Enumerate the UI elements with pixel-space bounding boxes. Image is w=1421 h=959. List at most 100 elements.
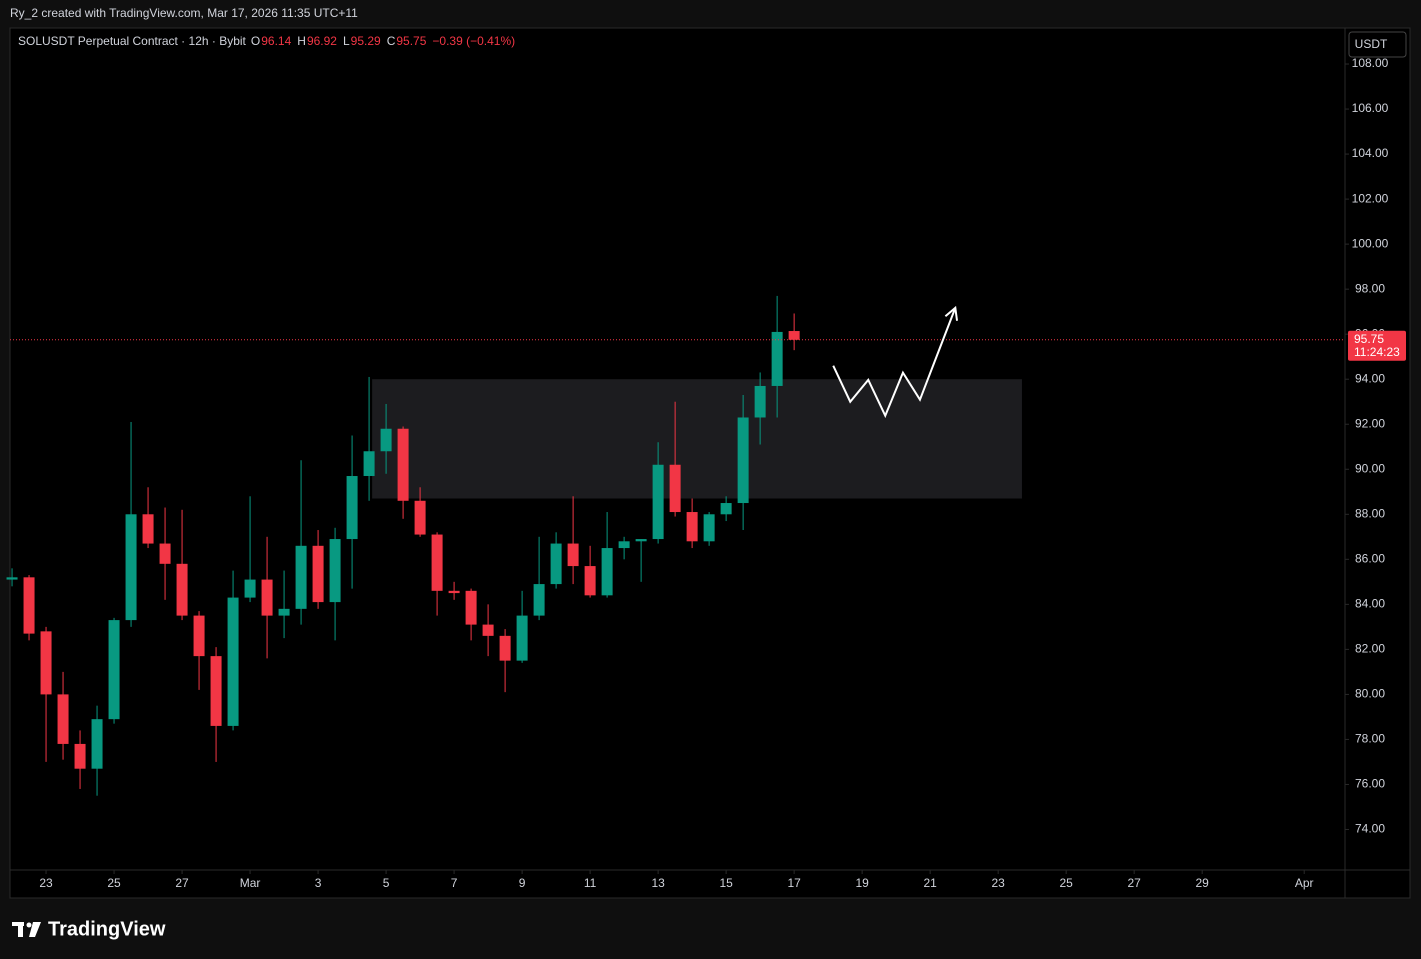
- candle-body: [635, 539, 647, 542]
- x-tick-label: Mar: [240, 876, 261, 890]
- logo: [12, 922, 41, 937]
- candle-body: [108, 620, 120, 720]
- x-tick-label: 17: [787, 876, 801, 890]
- candle-body: [431, 534, 443, 591]
- price-tag-countdown: 11:24:23: [1354, 345, 1400, 359]
- x-tick-label: 27: [1127, 876, 1141, 890]
- candle-body: [227, 597, 239, 726]
- legend-value: 95.29: [351, 34, 381, 48]
- brand: TradingView: [48, 918, 166, 940]
- candle-body: [193, 615, 205, 657]
- y-tick-label: 74.00: [1355, 822, 1385, 836]
- legend-value: 96.92: [307, 34, 337, 48]
- candle-body: [414, 500, 426, 535]
- candle-body: [244, 579, 256, 598]
- x-tick-label: 29: [1196, 876, 1210, 890]
- candle-body: [210, 656, 222, 726]
- logo-part: [29, 922, 41, 937]
- candle-body: [57, 694, 69, 744]
- candle-body: [125, 514, 137, 621]
- candle-body: [363, 451, 375, 477]
- y-tick-label: 80.00: [1355, 687, 1385, 701]
- header: Ry_2 created with TradingView.com, Mar 1…: [10, 6, 358, 20]
- legend-letter: O: [251, 34, 260, 48]
- logo-part: [18, 922, 23, 937]
- price-tag-value: 95.75: [1354, 332, 1384, 346]
- candle-body: [40, 631, 52, 695]
- candle-body: [23, 577, 35, 634]
- y-tick-label: 82.00: [1355, 642, 1385, 656]
- candle-body: [380, 428, 392, 452]
- candle-body: [584, 566, 596, 596]
- x-tick-label: 23: [39, 876, 53, 890]
- y-tick-label: 100.00: [1352, 236, 1389, 250]
- y-tick-label: 86.00: [1355, 551, 1385, 565]
- x-tick-label: Apr: [1295, 876, 1314, 890]
- candle-body: [601, 548, 613, 596]
- candle-body: [448, 590, 460, 594]
- candle-body: [295, 545, 307, 609]
- candle-body: [737, 417, 749, 504]
- y-tick-label: 88.00: [1355, 506, 1385, 520]
- candle-body: [465, 590, 477, 625]
- y-tick-label: 76.00: [1355, 777, 1385, 791]
- y-tick-label: 84.00: [1355, 597, 1385, 611]
- candle-body: [754, 385, 766, 418]
- candle-body: [159, 543, 171, 564]
- legend-letter: L: [343, 34, 350, 48]
- candle-body: [686, 512, 698, 542]
- x-tick-label: 5: [383, 876, 390, 890]
- x-tick-label: 15: [719, 876, 733, 890]
- candle-body: [703, 514, 715, 542]
- candle-body: [499, 635, 511, 661]
- candle-body: [142, 514, 154, 544]
- candle-body: [278, 608, 290, 616]
- logo-part: [26, 922, 32, 928]
- y-tick-label: 104.00: [1352, 146, 1389, 160]
- candle-body: [329, 539, 341, 603]
- x-tick-label: 27: [175, 876, 189, 890]
- x-tick-label: 21: [923, 876, 937, 890]
- currency[interactable]: USDT: [1355, 37, 1388, 51]
- candle-body: [74, 743, 86, 769]
- price-tag: [1348, 330, 1406, 361]
- y-tick-label: 98.00: [1355, 281, 1385, 295]
- candle-body: [788, 331, 800, 340]
- x-tick-label: 7: [451, 876, 458, 890]
- candle-body: [482, 624, 494, 636]
- candle-body: [720, 503, 732, 515]
- candle-body: [533, 584, 545, 616]
- x-tick-label: 19: [855, 876, 869, 890]
- candle-body: [567, 543, 579, 567]
- x-tick-label: 11: [584, 876, 597, 890]
- x-tick-label: 25: [1059, 876, 1073, 890]
- y-tick-label: 106.00: [1352, 101, 1389, 115]
- forecast-arrow: [832, 307, 957, 419]
- legend-value: 95.75: [396, 34, 426, 48]
- candle-body: [550, 543, 562, 585]
- legend-letter: C: [387, 34, 396, 48]
- candle-body: [771, 331, 783, 386]
- candle-body: [312, 545, 324, 603]
- arrow-head: [944, 305, 959, 321]
- y-tick-label: 94.00: [1355, 371, 1385, 385]
- candle-body: [176, 563, 188, 616]
- y-tick-label: 90.00: [1355, 461, 1385, 475]
- x-tick-label: 23: [991, 876, 1005, 890]
- y-tick-label: 78.00: [1355, 732, 1385, 746]
- currency-button[interactable]: [1348, 31, 1407, 58]
- legend-change: −0.39 (−0.41%): [432, 34, 515, 48]
- x-tick-label: 9: [519, 876, 526, 890]
- x-tick-label: 25: [107, 876, 121, 890]
- y-tick-label: 92.00: [1355, 416, 1385, 430]
- candle-body: [397, 428, 409, 501]
- candle-body: [91, 719, 103, 769]
- y-tick-label: 108.00: [1352, 56, 1389, 70]
- x-tick-label: 3: [315, 876, 322, 890]
- candle-body: [669, 464, 681, 513]
- legend: SOLUSDT Perpetual Contract · 12h · Bybit…: [18, 34, 515, 48]
- x-tick-label: 13: [651, 876, 665, 890]
- legend-symbol: SOLUSDT Perpetual Contract · 12h · Bybit: [18, 34, 247, 48]
